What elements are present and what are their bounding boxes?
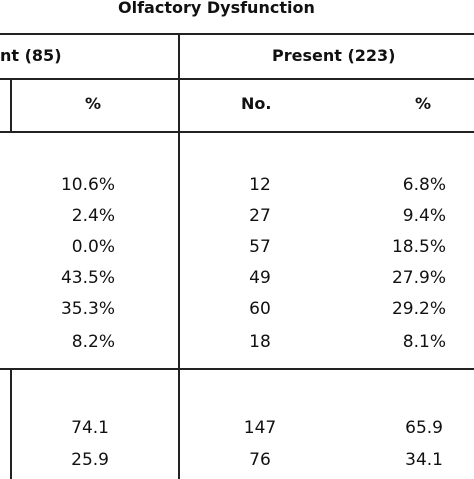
column-group-present: Present (223) xyxy=(272,46,396,65)
table-cell: 9.4% xyxy=(402,206,446,226)
rule-under-groups xyxy=(0,78,474,80)
table-cell: 2.4% xyxy=(71,206,115,226)
rule-under-subheader xyxy=(0,131,474,133)
subheader-present-no: No. xyxy=(241,94,272,113)
table-cell: 43.5% xyxy=(60,268,115,288)
table-cell: 8.2% xyxy=(71,332,115,352)
table-cell: 8.1% xyxy=(402,332,446,352)
table-cell: 18 xyxy=(249,332,271,352)
rule-under-title xyxy=(0,33,474,35)
table-cell: 65.9 xyxy=(405,418,443,438)
table-cell: 60 xyxy=(249,299,271,319)
table-cell: 12 xyxy=(249,175,271,195)
table-cell: 6.8% xyxy=(402,175,446,195)
group-title: Olfactory Dysfunction xyxy=(118,0,315,17)
table-cell: 34.1 xyxy=(405,450,443,470)
rule-section-divider xyxy=(0,368,474,370)
table-cell: 29.2% xyxy=(391,299,446,319)
table-cell: 27.9% xyxy=(391,268,446,288)
table-cell: 57 xyxy=(249,237,271,257)
subheader-present-pct: % xyxy=(415,94,432,113)
table-cell: 49 xyxy=(249,268,271,288)
subheader-absent-pct: % xyxy=(85,94,102,113)
col-divider-left xyxy=(10,79,12,132)
table-cell: 147 xyxy=(243,418,277,438)
table-cell: 74.1 xyxy=(71,418,109,438)
table-cell: 18.5% xyxy=(391,237,446,257)
table-cell: 35.3% xyxy=(60,299,115,319)
table-cell: 0.0% xyxy=(71,237,115,257)
column-group-absent: nt (85) xyxy=(0,46,62,65)
table-cell: 76 xyxy=(249,450,271,470)
table-cell: 10.6% xyxy=(60,175,115,195)
table-cell: 25.9 xyxy=(71,450,109,470)
col-divider-left-lower xyxy=(10,369,12,479)
col-divider-middle xyxy=(178,33,180,479)
table-cell: 27 xyxy=(249,206,271,226)
